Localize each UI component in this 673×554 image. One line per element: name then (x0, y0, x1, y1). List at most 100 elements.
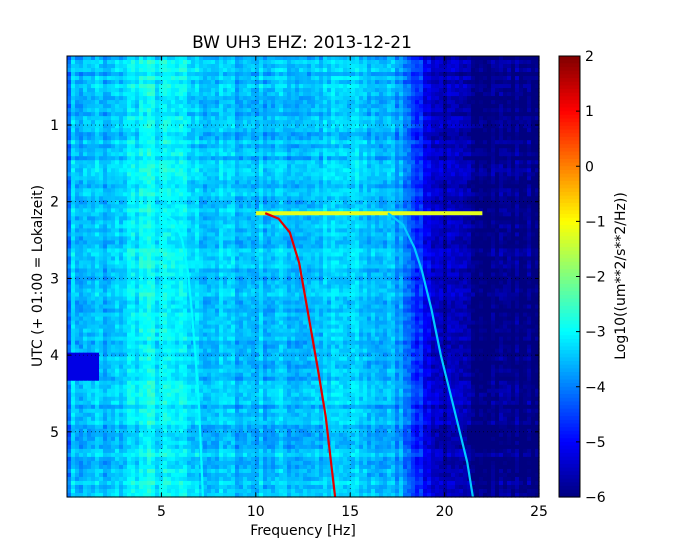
heatmap-cell (503, 192, 508, 197)
heatmap-cell (495, 184, 500, 189)
heatmap-cell (527, 204, 532, 209)
heatmap-cell (511, 168, 516, 173)
heatmap-cell (115, 160, 120, 165)
heatmap-cell (487, 152, 492, 157)
heatmap-cell (163, 200, 168, 205)
heatmap-cell (147, 156, 152, 161)
heatmap-cell (351, 60, 356, 65)
heatmap-cell (375, 184, 380, 189)
heatmap-cell (211, 132, 216, 137)
heatmap-cell (403, 92, 408, 97)
heatmap-cell (487, 116, 492, 121)
heatmap-cell (187, 84, 192, 89)
heatmap-cell (163, 176, 168, 181)
heatmap-cell (215, 204, 220, 209)
heatmap-cell (135, 164, 140, 169)
heatmap-cell (155, 196, 160, 201)
heatmap-cell (459, 140, 464, 145)
heatmap-cell (499, 136, 504, 141)
heatmap-cell (395, 152, 400, 157)
heatmap-cell (483, 160, 488, 165)
heatmap-cell (231, 180, 236, 185)
heatmap-cell (375, 84, 380, 89)
heatmap-cell (307, 112, 312, 117)
heatmap-cell (171, 116, 176, 121)
heatmap-cell (359, 172, 364, 177)
heatmap-cell (299, 64, 304, 69)
heatmap-cell (115, 96, 120, 101)
heatmap-cell (179, 184, 184, 189)
heatmap-cell (307, 96, 312, 101)
heatmap-cell (515, 180, 520, 185)
heatmap-cell (67, 224, 72, 229)
heatmap-cell (435, 176, 440, 181)
heatmap-cell (467, 196, 472, 201)
heatmap-cell (435, 100, 440, 105)
heatmap-cell (319, 140, 324, 145)
heatmap-cell (483, 204, 488, 209)
heatmap-cell (71, 188, 76, 193)
heatmap-cell (231, 92, 236, 97)
heatmap-cell (427, 184, 432, 189)
heatmap-cell (403, 164, 408, 169)
heatmap-cell (171, 140, 176, 145)
heatmap-cell (335, 128, 340, 133)
heatmap-cell (175, 212, 180, 217)
heatmap-cell (455, 180, 460, 185)
heatmap-cell (195, 188, 200, 193)
heatmap-cell (199, 224, 204, 229)
heatmap-cell (123, 92, 128, 97)
heatmap-cell (251, 172, 256, 177)
heatmap-cell (295, 108, 300, 113)
heatmap-cell (331, 204, 336, 209)
heatmap-cell (419, 152, 424, 157)
heatmap-cell (187, 204, 192, 209)
heatmap-cell (103, 212, 108, 217)
heatmap-cell (375, 72, 380, 77)
heatmap-cell (471, 72, 476, 77)
heatmap-cell (511, 64, 516, 69)
heatmap-cell (167, 156, 172, 161)
heatmap-cell (127, 108, 132, 113)
heatmap-cell (143, 188, 148, 193)
heatmap-cell (111, 112, 116, 117)
heatmap-cell (267, 116, 272, 121)
heatmap-cell (155, 120, 160, 125)
heatmap-cell (419, 80, 424, 85)
heatmap-cell (91, 148, 96, 153)
heatmap-cell (103, 144, 108, 149)
heatmap-cell (471, 56, 476, 61)
heatmap-cell (207, 220, 212, 225)
heatmap-cell (499, 156, 504, 161)
heatmap-cell (127, 144, 132, 149)
heatmap-cell (283, 188, 288, 193)
heatmap-cell (359, 104, 364, 109)
heatmap-cell (179, 192, 184, 197)
heatmap-cell (251, 144, 256, 149)
heatmap-cell (231, 120, 236, 125)
heatmap-cell (439, 180, 444, 185)
heatmap-cell (535, 212, 540, 217)
heatmap-cell (283, 80, 288, 85)
heatmap-cell (179, 124, 184, 129)
heatmap-cell (295, 64, 300, 69)
heatmap-cell (451, 124, 456, 129)
heatmap-cell (371, 120, 376, 125)
heatmap-cell (271, 124, 276, 129)
heatmap-cell (315, 128, 320, 133)
heatmap-cell (323, 192, 328, 197)
heatmap-cell (155, 216, 160, 221)
heatmap-cell (143, 224, 148, 229)
heatmap-cell (79, 56, 84, 61)
heatmap-cell (411, 88, 416, 93)
heatmap-cell (503, 72, 508, 77)
heatmap-cell (407, 208, 412, 213)
heatmap-cell (195, 104, 200, 109)
heatmap-cell (339, 128, 344, 133)
heatmap-cell (515, 148, 520, 153)
heatmap-cell (95, 172, 100, 177)
heatmap-cell (211, 88, 216, 93)
heatmap-cell (431, 220, 436, 225)
heatmap-cell (295, 56, 300, 61)
heatmap-cell (523, 184, 528, 189)
